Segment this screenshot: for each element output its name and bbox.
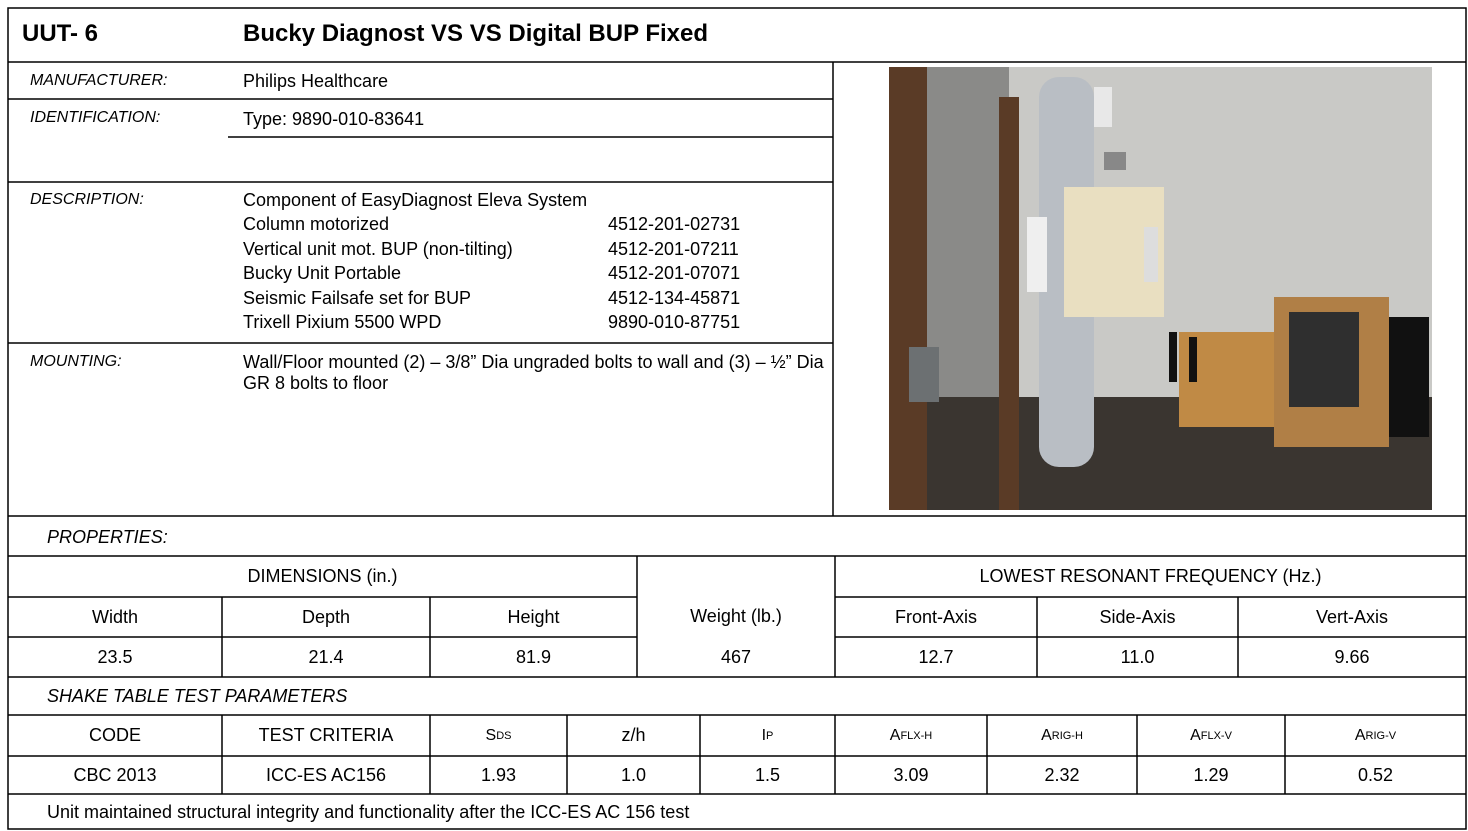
shake-value: 1.0 [567, 756, 700, 794]
field-label: IDENTIFICATION: [30, 109, 160, 127]
shake-value: 0.52 [1285, 756, 1466, 794]
header-subscript: FLX-V [1201, 730, 1232, 742]
item-name: Vertical unit mot. BUP (non-tilting) [243, 239, 513, 260]
header-subscript: DS [496, 730, 511, 742]
field-value: Philips Healthcare [243, 71, 388, 92]
field-label: MOUNTING: [30, 353, 122, 371]
column-subheader: Vert-Axis [1238, 597, 1466, 637]
header-subscript: FLX-H [900, 730, 932, 742]
section-label: SHAKE TABLE TEST PARAMETERS [47, 686, 347, 707]
item-name: Column motorized [243, 214, 389, 235]
property-value: 21.4 [222, 637, 430, 677]
shake-value: 1.29 [1137, 756, 1285, 794]
column-subheader: Height [430, 597, 637, 637]
property-value: 81.9 [430, 637, 637, 677]
header-symbol: A [890, 727, 901, 745]
header-subscript: RIG-V [1366, 730, 1397, 742]
shake-value: ICC-ES AC156 [222, 756, 430, 794]
item-name: Seismic Failsafe set for BUP [243, 288, 471, 309]
item-code: 4512-201-02731 [608, 214, 740, 235]
header-symbol: S [486, 727, 497, 745]
property-value: 23.5 [8, 637, 222, 677]
field-value: Type: 9890-010-83641 [243, 109, 424, 130]
column-subheader: Width [8, 597, 222, 637]
column-header: DIMENSIONS (in.) [8, 556, 637, 597]
item-code: 4512-201-07211 [608, 239, 739, 260]
property-value: 467 [637, 637, 835, 677]
header-symbol: A [1190, 727, 1201, 745]
shake-header: z/h [567, 715, 700, 756]
unit-title: Bucky Diagnost VS VS Digital BUP Fixed [243, 20, 708, 48]
header-symbol: A [1041, 727, 1052, 745]
field-value: Component of EasyDiagnost Eleva System [243, 190, 587, 211]
unit-photo [889, 67, 1432, 510]
header-symbol: A [1355, 727, 1366, 745]
item-name: Bucky Unit Portable [243, 263, 401, 284]
shake-header: TEST CRITERIA [222, 715, 430, 756]
field-label: MANUFACTURER: [30, 72, 167, 90]
shake-value: 2.32 [987, 756, 1137, 794]
property-value: 9.66 [1238, 637, 1466, 677]
item-code: 4512-134-45871 [608, 288, 740, 309]
column-subheader: Side-Axis [1037, 597, 1238, 637]
item-code: 4512-201-07071 [608, 263, 740, 284]
section-label: PROPERTIES: [47, 527, 168, 548]
shake-value: CBC 2013 [8, 756, 222, 794]
item-name: Trixell Pixium 5500 WPD [243, 312, 441, 333]
header-symbol: CODE [89, 725, 141, 746]
column-subheader: Depth [222, 597, 430, 637]
unit-id: UUT- 6 [22, 20, 98, 48]
property-value: 12.7 [835, 637, 1037, 677]
shake-value: 3.09 [835, 756, 987, 794]
header-symbol: z/h [621, 725, 645, 746]
field-label: DESCRIPTION: [30, 191, 144, 209]
note: Unit maintained structural integrity and… [47, 802, 689, 823]
property-value: 11.0 [1037, 637, 1238, 677]
shake-value: 1.5 [700, 756, 835, 794]
document: UUT- 6 Bucky Diagnost VS VS Digital BUP … [0, 0, 1468, 831]
item-code: 9890-010-87751 [608, 312, 740, 333]
header-subscript: RIG-H [1052, 730, 1083, 742]
shake-header: CODE [8, 715, 222, 756]
column-subheader: Front-Axis [835, 597, 1037, 637]
header-subscript: P [766, 730, 773, 742]
column-header: LOWEST RESONANT FREQUENCY (Hz.) [835, 556, 1466, 597]
shake-value: 1.93 [430, 756, 567, 794]
field-value: Wall/Floor mounted (2) – 3/8” Dia ungrad… [243, 352, 833, 394]
header-symbol: TEST CRITERIA [259, 725, 394, 746]
